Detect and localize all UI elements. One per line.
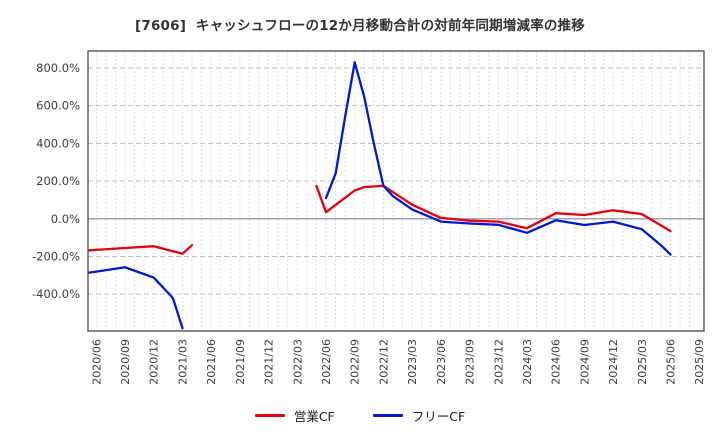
x-tick-label: 2020/09: [119, 339, 132, 385]
x-tick-label: 2025/03: [636, 339, 649, 385]
x-tick-label: 2020/12: [148, 339, 161, 385]
operating-cf-legend-label: 営業CF: [293, 409, 335, 424]
x-tick-label: 2023/06: [435, 339, 448, 385]
y-tick-label: 0.0%: [51, 212, 80, 226]
x-tick-label: 2022/06: [320, 339, 333, 385]
chart-title: [7606] キャッシュフローの12か月移動合計の対前年同期増減率の推移: [135, 18, 585, 34]
operating-cf-line: [88, 184, 672, 255]
plot-border: [87, 50, 705, 332]
x-tick-label: 2025/09: [693, 339, 706, 385]
free-cf-line: [88, 61, 672, 330]
y-tick-label: -400.0%: [32, 287, 80, 301]
x-tick-label: 2022/09: [349, 339, 362, 385]
x-tick-label: 2024/03: [521, 339, 534, 385]
x-tick-label: 2022/12: [377, 339, 390, 385]
free-cf-legend-swatch: [372, 414, 403, 417]
x-tick-label: 2021/09: [234, 339, 247, 385]
free-cf-legend-label: フリーCF: [411, 409, 466, 424]
x-tick-label: 2023/03: [406, 339, 419, 385]
y-tick-label: 400.0%: [36, 136, 80, 150]
x-tick-label: 2024/12: [607, 339, 620, 385]
x-tick-label: 2023/09: [464, 339, 477, 385]
y-tick-label: 200.0%: [36, 174, 80, 188]
x-tick-label: 2020/06: [90, 339, 103, 385]
y-tick-label: 800.0%: [36, 61, 80, 75]
x-tick-label: 2024/06: [550, 339, 563, 385]
x-tick-label: 2024/09: [578, 339, 591, 385]
x-tick-label: 2022/03: [291, 339, 304, 385]
x-tick-label: 2021/06: [205, 339, 218, 385]
chart-canvas: 800.0% 600.0% 400.0% 200.0% 0.0% -200.0% -400.…: [32, 50, 706, 385]
operating-cf-legend-swatch: [254, 414, 285, 417]
x-tick-label: 2025/06: [665, 339, 678, 385]
y-tick-label: -200.0%: [32, 250, 80, 264]
cashflow-chart: 800.0% 600.0% 400.0% 200.0% 0.0% -200.0% -400.…: [32, 50, 706, 385]
x-tick-label: 2021/03: [177, 339, 190, 385]
x-tick-label: 2023/12: [492, 339, 505, 385]
x-tick-label: 2021/12: [263, 339, 276, 385]
y-tick-label: 600.0%: [36, 99, 80, 113]
chart-legend: 営業CF フリーCF: [0, 406, 720, 425]
legend-item-operating-cf: 営業CF: [254, 406, 335, 425]
legend-item-free-cf: フリーCF: [372, 406, 466, 425]
